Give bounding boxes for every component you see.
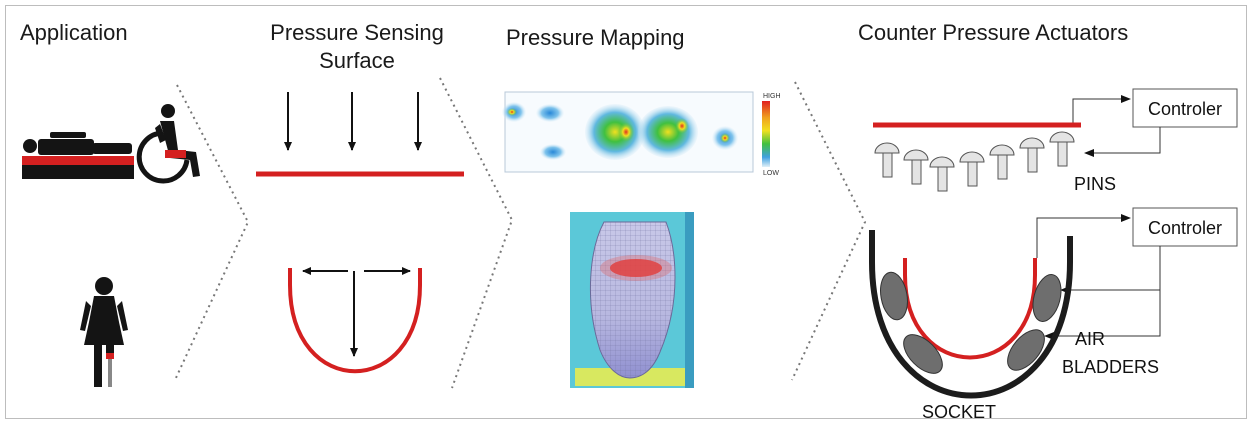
- controller-box-top: [1132, 88, 1238, 128]
- pressure-heatmap-body: HIGH LOW: [502, 91, 781, 177]
- header-counter-pressure-actuators: Counter Pressure Actuators: [858, 20, 1128, 45]
- socket-pressure-scan: [570, 212, 694, 388]
- controller-top-label: Controler: [1148, 99, 1222, 119]
- curved-surface: [288, 268, 422, 374]
- pins: [874, 131, 1075, 192]
- divider-2: [439, 77, 514, 389]
- socket-shell: [869, 230, 1073, 399]
- amputee-woman-icon: [80, 277, 128, 387]
- air-bladder-socket-system: Controler AIR BLADDERS SOCKET: [869, 207, 1238, 422]
- color-scale-bar: [762, 101, 770, 167]
- air-bladder: [1032, 274, 1062, 322]
- air-bladder: [880, 271, 908, 321]
- pin: [929, 156, 955, 192]
- pin-actuator-system: Controler PINS: [873, 88, 1238, 194]
- pins-label: PINS: [1074, 174, 1116, 194]
- signal-wire: [1036, 217, 1121, 258]
- header-pressure-sensing-line2: Surface: [319, 48, 395, 73]
- liner-surface: [903, 258, 1037, 360]
- pin: [903, 149, 929, 185]
- feedback-wire: [1054, 290, 1161, 337]
- wheelchair-user-icon: [136, 104, 200, 184]
- air-label: AIR: [1075, 329, 1105, 349]
- bladders-label: BLADDERS: [1062, 357, 1159, 377]
- socket-label: SOCKET: [922, 402, 996, 422]
- frame: [5, 5, 1247, 419]
- flat-sensing-surface: [256, 92, 464, 177]
- header-pressure-sensing-line1: Pressure Sensing: [270, 20, 444, 45]
- curved-sensing-surface: [288, 267, 422, 374]
- header-pressure-mapping: Pressure Mapping: [506, 25, 685, 50]
- scale-low-label: LOW: [763, 170, 779, 177]
- controller-box-bottom: [1132, 207, 1238, 247]
- header-application: Application: [20, 20, 128, 45]
- divider-3: [791, 81, 867, 381]
- pin: [959, 151, 985, 187]
- pin: [1019, 137, 1045, 173]
- divider-1: [174, 84, 250, 381]
- feedback-wire: [1094, 127, 1161, 154]
- person-lying-on-mattress-icon: [22, 132, 134, 179]
- feedback-wire: [1070, 246, 1161, 291]
- air-bladders: [880, 271, 1062, 374]
- air-bladder: [903, 334, 943, 374]
- scale-high-label: HIGH: [763, 93, 781, 100]
- controller-bottom-label: Controler: [1148, 218, 1222, 238]
- pin: [1049, 131, 1075, 167]
- signal-wire: [1072, 98, 1121, 125]
- pin: [989, 144, 1015, 180]
- section-dividers: [174, 77, 867, 389]
- air-bladder: [1007, 329, 1045, 371]
- pin: [874, 142, 900, 178]
